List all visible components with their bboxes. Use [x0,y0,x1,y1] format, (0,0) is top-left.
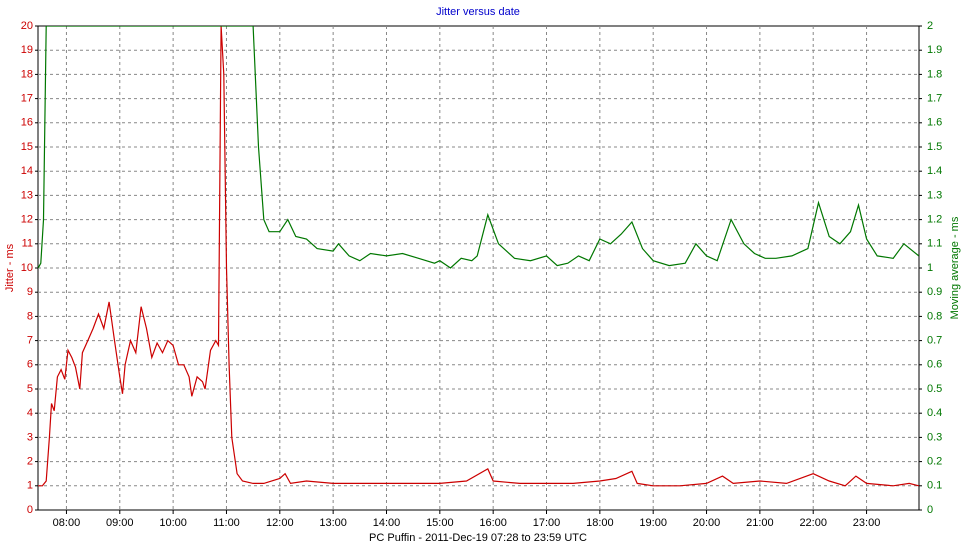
y-tick-label: 1 [27,480,33,492]
y-tick-label: 20 [21,20,33,32]
y-tick-label: 3 [27,431,33,443]
y-tick-label: 2 [27,456,33,468]
y-tick-label: 14 [21,165,33,177]
y2-tick-label: 1.5 [927,141,942,153]
y-tick-label: 8 [27,310,33,322]
y-tick-label: 4 [27,407,33,419]
y2-tick-label: 1.6 [927,117,942,129]
x-tick-label: 11:00 [213,517,240,529]
y-tick-label: 0 [27,504,33,516]
y-tick-label: 16 [21,117,33,129]
x-tick-label: 22:00 [799,517,827,529]
y2-tick-label: 0.9 [927,286,942,298]
y2-tick-label: 0.7 [927,335,942,347]
y2-tick-label: 1 [927,262,933,274]
y2-tick-label: 0.5 [927,383,942,395]
x-axis-label: PC Puffin - 2011-Dec-19 07:28 to 23:59 U… [369,532,587,544]
x-tick-label: 14:00 [373,517,401,529]
y-axis-label: Jitter - ms [4,243,16,292]
y2-tick-label: 2 [927,20,933,32]
y-tick-label: 12 [21,214,33,226]
y2-tick-label: 1.8 [927,68,942,80]
y-tick-label: 10 [21,262,33,274]
y2-tick-label: 0.2 [927,456,942,468]
y-tick-label: 7 [27,335,33,347]
y-tick-label: 9 [27,286,33,298]
x-tick-label: 15:00 [426,517,454,529]
y2-tick-label: 1.2 [927,214,942,226]
x-tick-label: 17:00 [533,517,561,529]
y-tick-label: 17 [21,93,33,105]
y-tick-label: 18 [21,68,33,80]
y2-tick-label: 1.7 [927,93,942,105]
x-tick-label: 12:00 [266,517,294,529]
x-tick-label: 20:00 [693,517,721,529]
y2-tick-label: 0.1 [927,480,942,492]
y-tick-label: 5 [27,383,33,395]
y2-tick-label: 0.4 [927,407,942,419]
y2-tick-label: 1.4 [927,165,942,177]
x-tick-label: 09:00 [106,517,134,529]
y2-tick-label: 0.6 [927,359,942,371]
y-tick-label: 13 [21,189,33,201]
chart-title: Jitter versus date [436,6,520,18]
x-tick-label: 19:00 [639,517,667,529]
y2-tick-label: 0.3 [927,431,942,443]
x-tick-label: 21:00 [746,517,774,529]
y-tick-label: 6 [27,359,33,371]
x-tick-label: 08:00 [53,517,81,529]
x-tick-label: 13:00 [319,517,347,529]
y-tick-label: 15 [21,141,33,153]
series-line [38,26,919,487]
series-line [38,26,919,269]
x-tick-label: 10:00 [159,517,187,529]
x-tick-label: 18:00 [586,517,614,529]
y2-tick-label: 0.8 [927,310,942,322]
x-tick-label: 16:00 [479,517,507,529]
y2-tick-label: 1.9 [927,44,942,56]
y2-tick-label: 1.1 [927,238,942,250]
y2-tick-label: 1.3 [927,189,942,201]
x-tick-label: 23:00 [853,517,881,529]
y-tick-label: 19 [21,44,33,56]
y-tick-label: 11 [22,238,33,250]
y2-axis-label: Moving average - ms [949,216,961,319]
y2-tick-label: 0 [927,504,933,516]
